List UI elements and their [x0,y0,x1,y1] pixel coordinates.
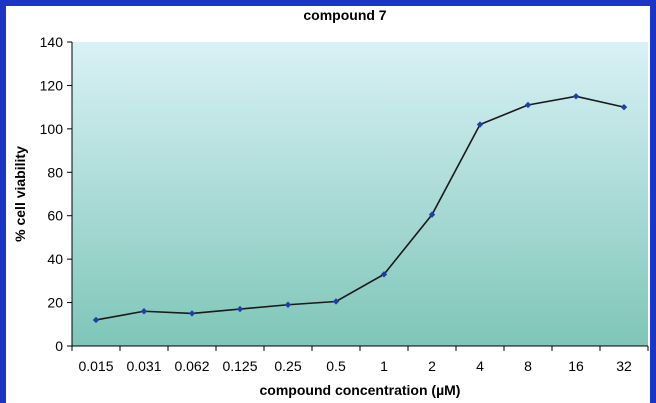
data-point [428,211,436,218]
x-axis: 0.015 0.031 0.062 0.125 0.25 0.5 1 2 4 8 16 32 [71,345,649,374]
plot-area [72,42,648,346]
x-tick-label: 1 [380,358,388,374]
x-tick-label: 0.5 [326,358,346,374]
data-point [620,103,628,111]
x-tick-label: 0.062 [174,358,209,374]
y-tick-label: 80 [47,164,63,180]
y-tick-label: 140 [40,34,64,50]
data-point [236,305,244,313]
data-point [476,121,484,128]
x-tick-label: 0.015 [78,358,113,374]
series-layer [92,93,628,324]
data-point [188,310,196,317]
x-tick-label: 16 [568,358,584,374]
y-axis-title: % cell viability [12,146,28,242]
x-tick-label: 0.125 [222,358,257,374]
x-tick-label: 32 [616,358,632,374]
x-tick-label: 2 [428,358,436,374]
data-point [92,316,100,324]
y-tick-label: 120 [40,77,64,93]
x-axis-title: compound concentration (µM) [260,382,461,398]
data-point [140,308,148,315]
y-tick-label: 60 [47,208,63,224]
data-point [524,101,532,109]
data-point [380,271,388,278]
y-tick-label: 100 [40,121,64,137]
data-point [284,301,292,308]
data-point [332,298,340,305]
y-tick-label: 20 [47,295,63,311]
y-axis: 0 20 40 60 80 100 120 140 [40,34,73,354]
x-tick-label: 8 [524,358,532,374]
x-tick-label: 4 [476,358,484,374]
y-tick-label: 0 [55,338,63,354]
x-tick-label: 0.031 [126,358,161,374]
x-tick-label: 0.25 [274,358,301,374]
y-tick-label: 40 [47,251,63,267]
series-line [95,95,625,321]
data-point [572,93,580,100]
chart-title: compound 7 [303,7,386,23]
